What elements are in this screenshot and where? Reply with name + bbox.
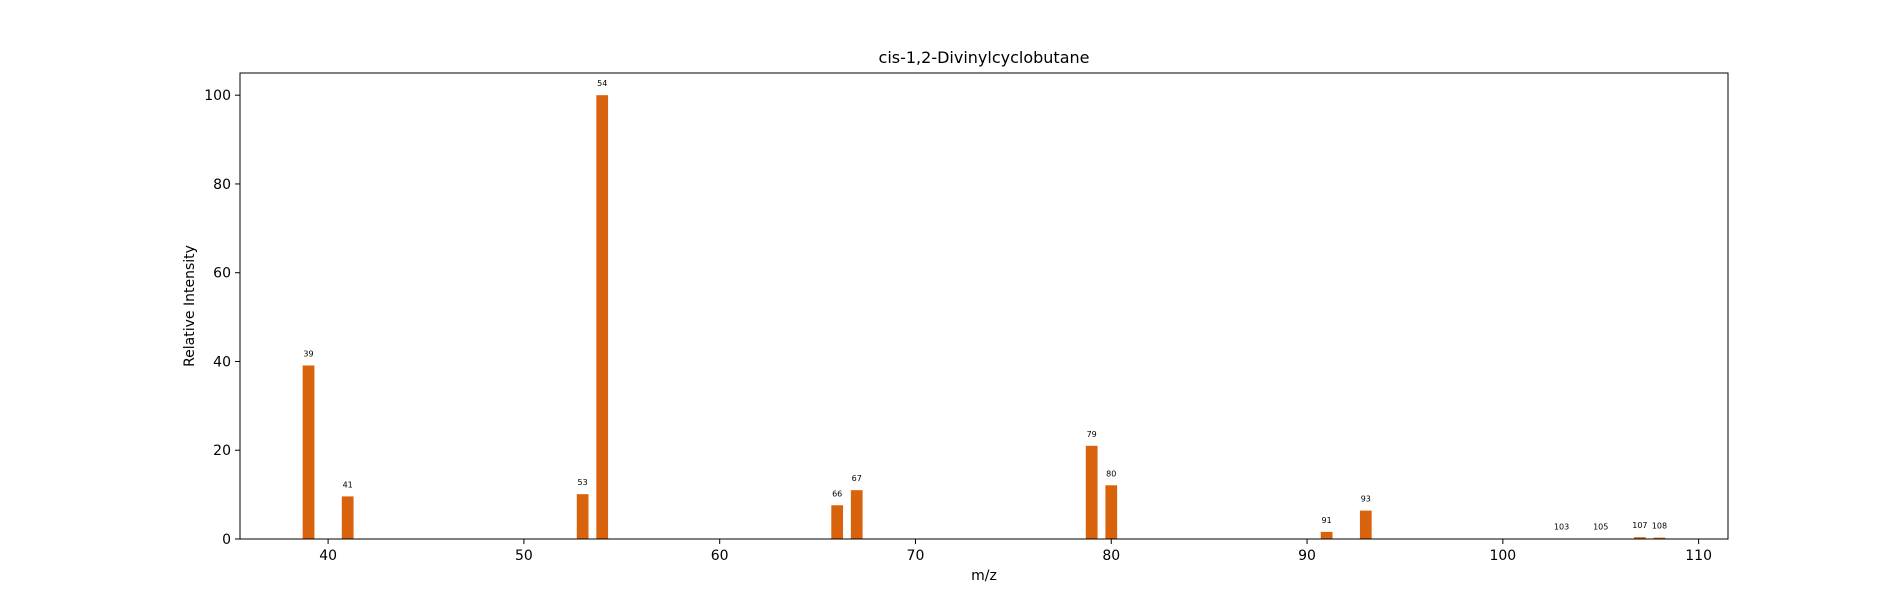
- bar-label: 39: [303, 349, 313, 358]
- bar-label: 108: [1652, 522, 1667, 531]
- bar-label: 105: [1593, 523, 1608, 532]
- bar-mz-108: [1653, 537, 1666, 539]
- bar-mz-79: [1085, 445, 1098, 539]
- plot-area-frame: [239, 72, 1729, 540]
- x-tick-label: 70: [907, 548, 925, 564]
- x-tick-label: 100: [1489, 548, 1516, 564]
- x-axis-ticks: 40 50 60 70 80 90 100 110: [319, 539, 1712, 564]
- bar-mz-80: [1105, 485, 1118, 539]
- bar-label: 91: [1322, 516, 1332, 525]
- bar-label: 93: [1361, 495, 1371, 504]
- bar-mz-67: [850, 490, 863, 539]
- bar-mz-107: [1634, 537, 1646, 539]
- bar-mz-54: [596, 95, 609, 539]
- x-tick-label: 90: [1298, 548, 1316, 564]
- bar-label: 103: [1554, 523, 1569, 532]
- y-axis-label: Relative Intensity: [182, 245, 198, 367]
- bar-mz-39: [302, 365, 315, 539]
- bar-label: 53: [578, 478, 588, 487]
- y-tick-label: 40: [213, 354, 231, 370]
- x-axis-label: m/z: [971, 568, 997, 584]
- bar-label: 66: [832, 489, 842, 498]
- y-tick-label: 0: [222, 532, 231, 548]
- bar-mz-91: [1320, 531, 1333, 539]
- bar-mz-41: [341, 496, 354, 539]
- y-axis-ticks: 0 20 40 60 80 100: [204, 88, 240, 548]
- bars-group: [302, 95, 1666, 539]
- bar-mz-66: [831, 505, 844, 539]
- x-tick-label: 60: [711, 548, 729, 564]
- y-tick-label: 60: [213, 266, 231, 282]
- y-tick-label: 80: [213, 177, 231, 193]
- x-tick-label: 80: [1102, 548, 1120, 564]
- bar-label: 80: [1106, 469, 1116, 478]
- bar-labels-group: 39 41 53 54 66 67 79 80 91 93 103 105 107 108: [303, 79, 1667, 531]
- bar-label: 79: [1087, 430, 1097, 439]
- bar-label: 41: [343, 480, 353, 489]
- y-tick-label: 20: [213, 443, 231, 459]
- bar-mz-53: [576, 494, 589, 539]
- chart-title: cis-1,2-Divinylcyclobutane: [879, 48, 1090, 67]
- x-tick-label: 50: [515, 548, 533, 564]
- bar-label: 107: [1632, 521, 1647, 530]
- x-tick-label: 40: [319, 548, 337, 564]
- x-tick-label: 110: [1685, 548, 1712, 564]
- y-tick-label: 100: [204, 88, 231, 104]
- bar-mz-93: [1359, 510, 1372, 539]
- bar-label: 54: [597, 79, 607, 88]
- bar-label: 67: [852, 474, 862, 483]
